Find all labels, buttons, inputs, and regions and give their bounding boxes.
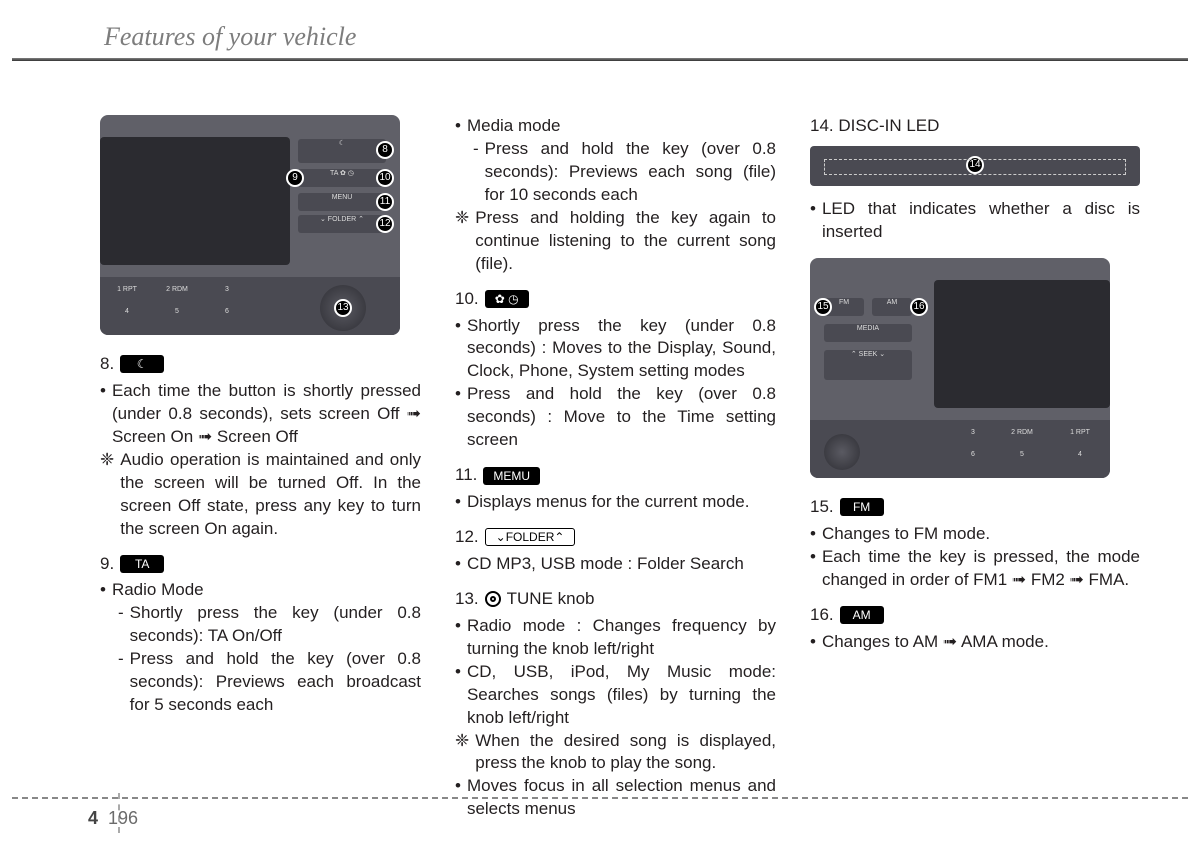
disc-slot-image: 14: [810, 146, 1140, 186]
am-button-label: AM: [840, 606, 884, 624]
menu-button-label: MEMU: [483, 467, 540, 485]
item-14-bullet-1: •LED that indicates whether a disc is in…: [810, 198, 1140, 244]
item-11-header: 11. MEMU: [455, 464, 776, 487]
media-sub-1: -Press and hold the key (over 0.8 second…: [455, 138, 776, 207]
callout-11: 11: [376, 193, 394, 211]
callout-9: 9: [286, 169, 304, 187]
item-16-num: 16.: [810, 604, 834, 627]
item-10-header: 10. ✿ ◷: [455, 288, 776, 311]
callout-10: 10: [376, 169, 394, 187]
item-10-num: 10.: [455, 288, 479, 311]
item-13-num: 13.: [455, 588, 479, 611]
item-13-bullet-2: •CD, USB, iPod, My Music mode: Searches …: [455, 661, 776, 730]
item-9-bullet-1: •Radio Mode: [100, 579, 421, 602]
item-9-header: 9. TA: [100, 553, 421, 576]
item-11-num: 11.: [455, 464, 477, 487]
item-9-sub-2: -Press and hold the key (over 0.8 second…: [100, 648, 421, 717]
item-10-bullet-2: •Press and hold the key (over 0.8 second…: [455, 383, 776, 452]
item-8-note: ❈Audio operation is maintained and only …: [100, 449, 421, 541]
callout-15: 15: [814, 298, 832, 316]
tune-knob-icon: [485, 591, 501, 607]
item-15-bullet-2: •Each time the key is pressed, the mode …: [810, 546, 1140, 592]
folder-button-label: ⌄FOLDER⌃: [485, 528, 576, 546]
item-12-bullet-1: •CD MP3, USB mode : Folder Search: [455, 553, 776, 576]
media-bullet: •Media mode: [455, 115, 776, 138]
column-3: 14. DISC-IN LED 14 •LED that indicates w…: [810, 115, 1140, 783]
item-13-note: ❈When the desired song is displayed, pre…: [455, 730, 776, 776]
item-14-header: 14. DISC-IN LED: [810, 115, 1140, 138]
item-15-header: 15. FM: [810, 496, 1140, 519]
chapter-number: 4: [88, 808, 98, 828]
item-13-bullet-1: •Radio mode : Changes frequency by turni…: [455, 615, 776, 661]
callout-8: 8: [376, 141, 394, 159]
callout-14: 14: [966, 156, 984, 174]
item-15-bullet-1: •Changes to FM mode.: [810, 523, 1140, 546]
tune-knob-label: TUNE knob: [507, 588, 595, 611]
footer-rule: [12, 797, 1188, 799]
column-1: ☾ TA ✿ ◷ MENU ⌄ FOLDER ⌃ 1 RPT 2 RDM 3 4…: [100, 115, 421, 783]
item-9-sub-1: -Shortly press the key (under 0.8 second…: [100, 602, 421, 648]
dimmer-button-label: ☾: [120, 355, 164, 373]
callout-12: 12: [376, 215, 394, 233]
setup-button-label: ✿ ◷: [485, 290, 529, 308]
item-13-header: 13. TUNE knob: [455, 588, 776, 611]
item-8-header: 8. ☾: [100, 353, 421, 376]
callout-13: 13: [334, 299, 352, 317]
column-2: •Media mode -Press and hold the key (ove…: [455, 115, 776, 783]
callout-16: 16: [910, 298, 928, 316]
item-9-num: 9.: [100, 553, 114, 576]
radio-image-right: FM AM MEDIA ⌃ SEEK ⌄ 1 RPT 2 RDM 3 4 5 6…: [810, 258, 1110, 478]
ta-button-label: TA: [120, 555, 164, 573]
item-16-header: 16. AM: [810, 604, 1140, 627]
radio-image-left: ☾ TA ✿ ◷ MENU ⌄ FOLDER ⌃ 1 RPT 2 RDM 3 4…: [100, 115, 400, 335]
fm-button-label: FM: [840, 498, 884, 516]
item-11-bullet-1: •Displays menus for the current mode.: [455, 491, 776, 514]
item-16-bullet-1: •Changes to AM ➟ AMA mode.: [810, 631, 1140, 654]
page-title: Features of your vehicle: [104, 22, 356, 52]
item-12-header: 12. ⌄FOLDER⌃: [455, 526, 776, 549]
media-note: ❈Press and holding the key again to cont…: [455, 207, 776, 276]
item-15-num: 15.: [810, 496, 834, 519]
page-number: 196: [108, 808, 138, 828]
page-footer: 4 196: [88, 808, 138, 829]
item-8-num: 8.: [100, 353, 114, 376]
item-12-num: 12.: [455, 526, 479, 549]
content-columns: ☾ TA ✿ ◷ MENU ⌄ FOLDER ⌃ 1 RPT 2 RDM 3 4…: [100, 115, 1140, 783]
title-rule: [12, 58, 1188, 61]
item-10-bullet-1: •Shortly press the key (under 0.8 second…: [455, 315, 776, 384]
item-8-bullet-1: •Each time the button is shortly pressed…: [100, 380, 421, 449]
